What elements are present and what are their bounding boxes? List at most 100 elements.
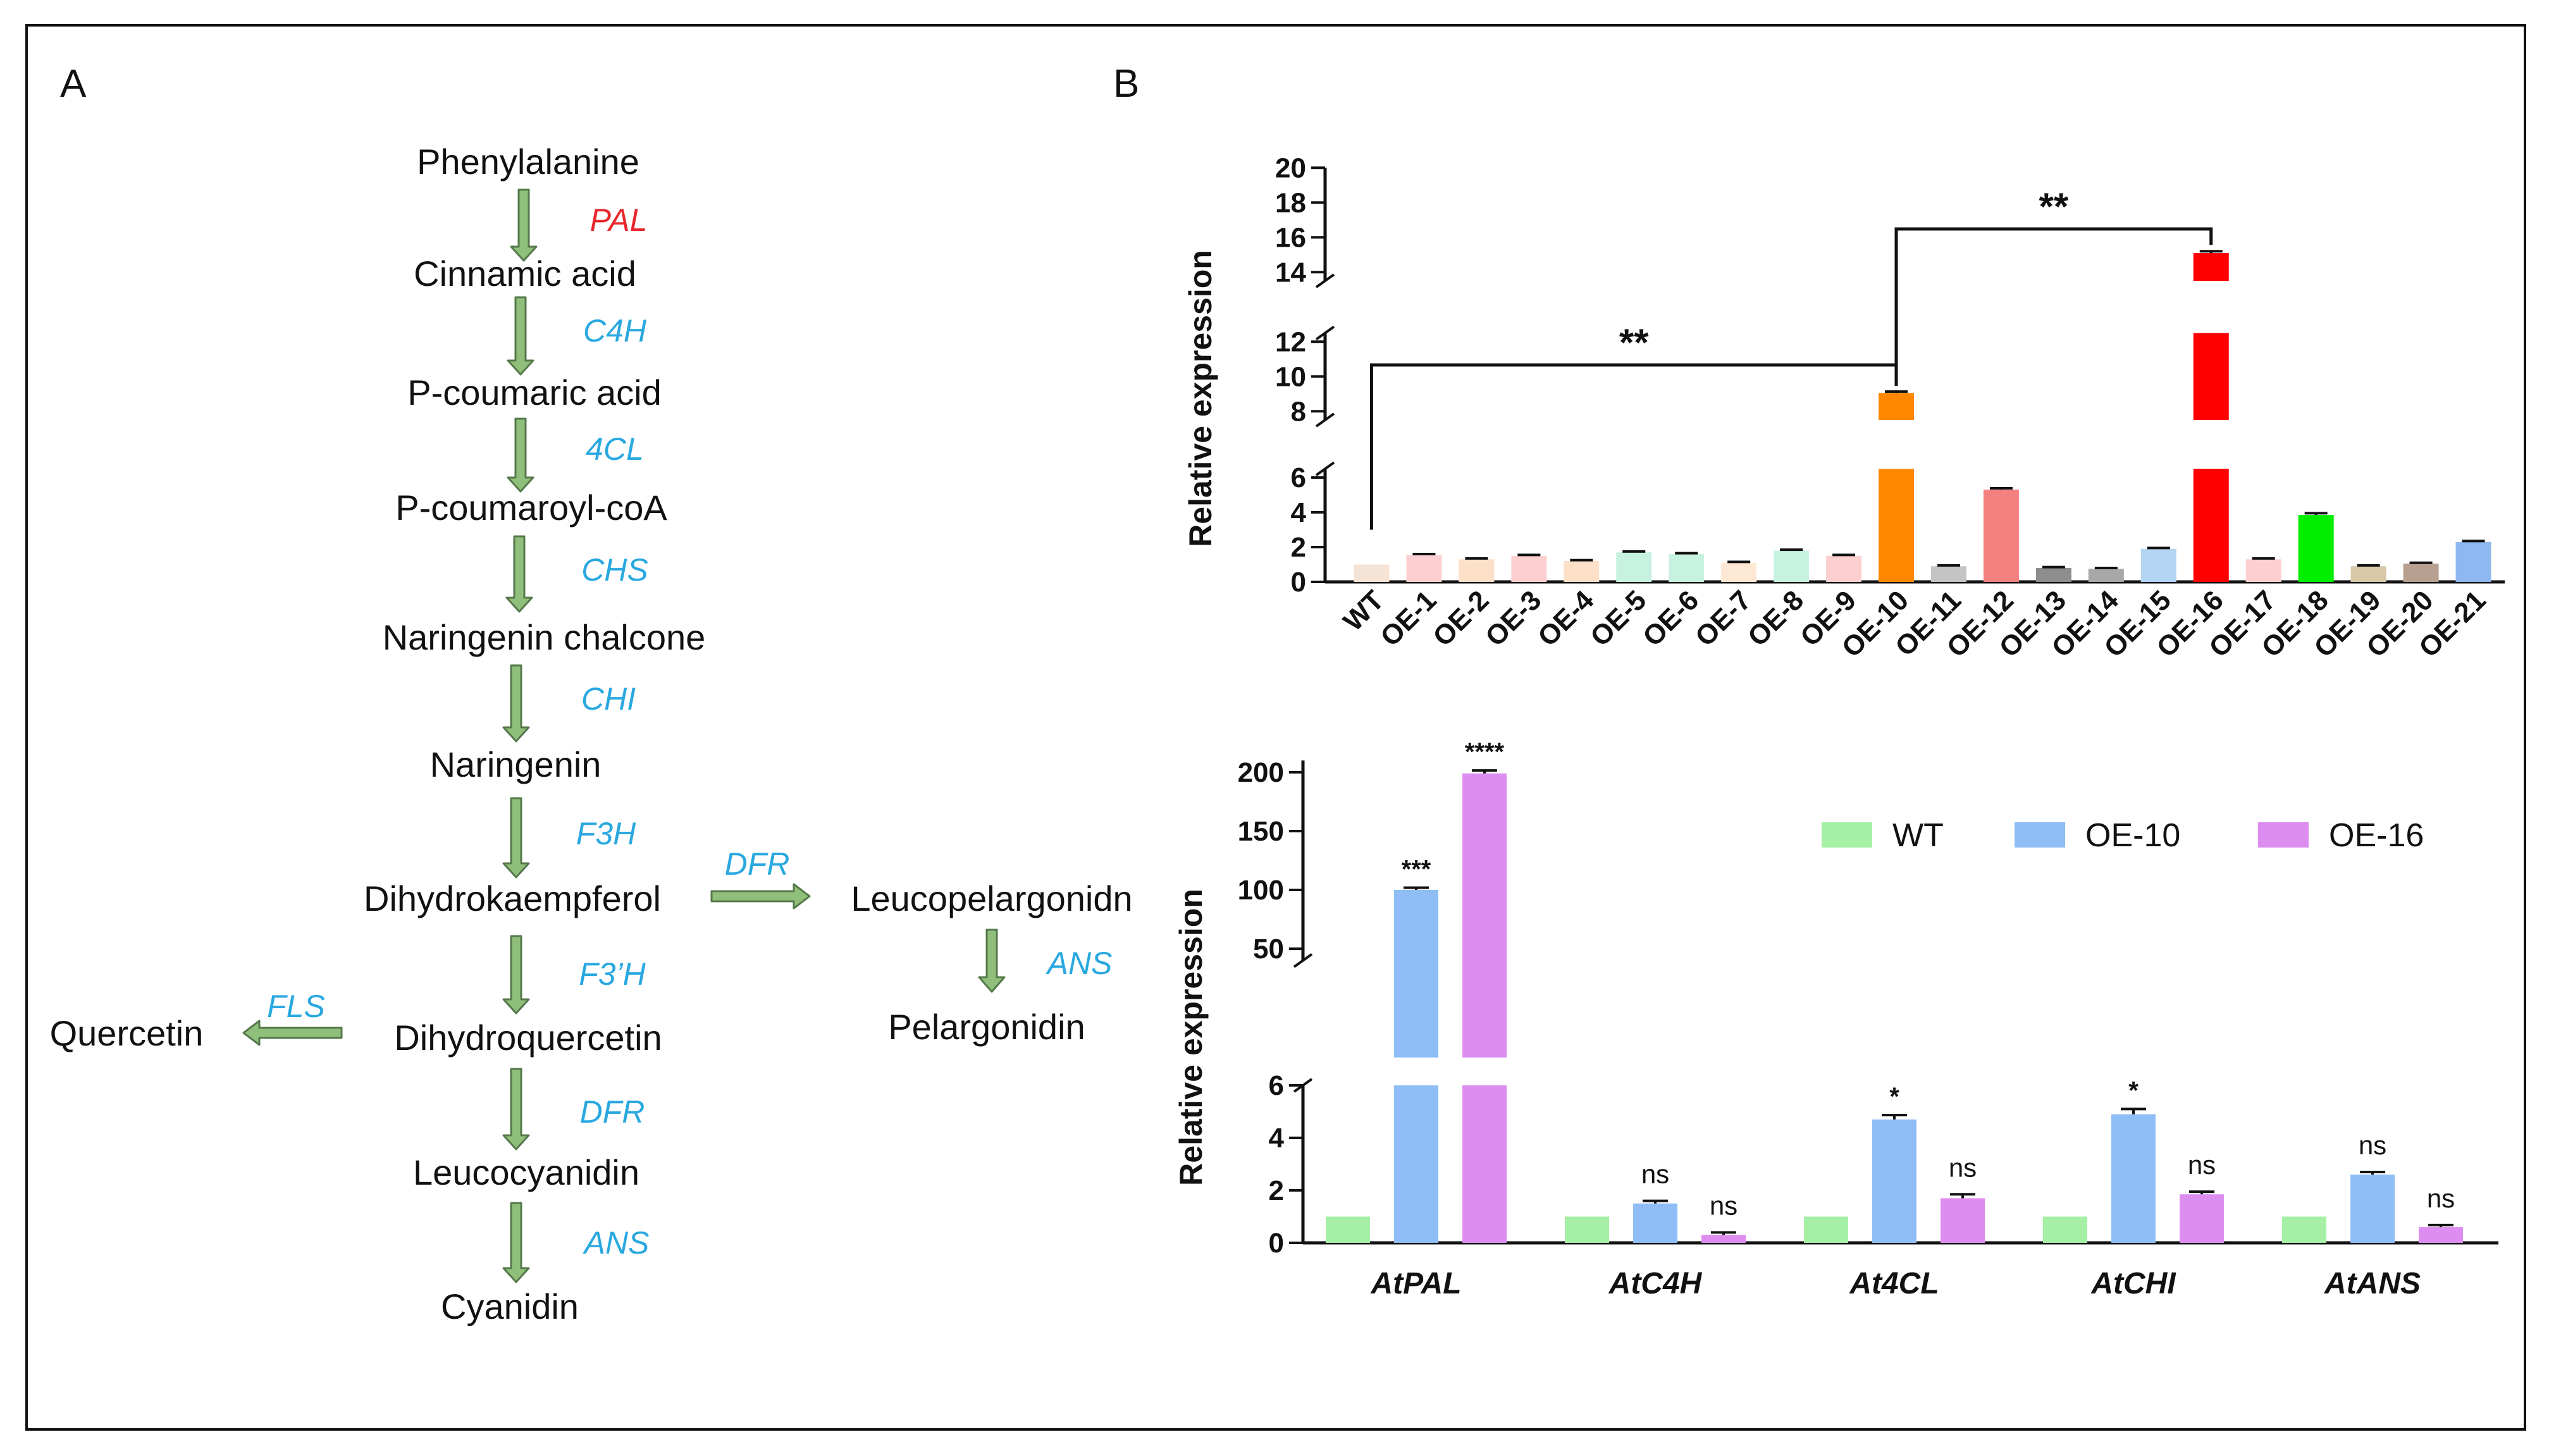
figure-frame xyxy=(25,24,2526,1431)
x-tick-label: AtC4H xyxy=(1608,1267,1703,1300)
bar xyxy=(2245,559,2281,582)
axis-break-mark xyxy=(1293,953,1313,968)
bar xyxy=(1354,564,1390,582)
y-tick-label: 8 xyxy=(1291,396,1306,427)
enzyme-c4h: C4H xyxy=(583,313,647,349)
bar xyxy=(1826,555,1862,582)
y-tick-label: 2 xyxy=(1291,532,1306,563)
compound-dihydroquercetin: Dihydroquercetin xyxy=(394,1018,662,1058)
legend-label: WT xyxy=(1892,817,1944,854)
compound-quercetin: Quercetin xyxy=(50,1013,204,1053)
arrow-down xyxy=(502,1068,530,1151)
legend-label: OE-16 xyxy=(2329,817,2424,854)
bar xyxy=(2088,569,2124,582)
pathway-panel: A Phenylalanine Cinnamic acid P-coumaric… xyxy=(50,62,1133,1326)
significance-label: ns xyxy=(2427,1183,2455,1213)
bar xyxy=(1701,1235,1746,1243)
arrow-down xyxy=(505,535,533,613)
y-tick-label: 100 xyxy=(1238,875,1284,906)
y-tick-label: 6 xyxy=(1291,462,1306,493)
significance-label: *** xyxy=(1402,856,1431,884)
bar xyxy=(1462,773,1507,1243)
y-tick-label: 2 xyxy=(1269,1175,1284,1206)
arrow-down xyxy=(507,296,534,376)
y-tick-label: 16 xyxy=(1275,222,1306,253)
compound-leucopelargonidn: Leucopelargonidn xyxy=(851,879,1132,918)
arrow-down xyxy=(510,188,538,262)
bar xyxy=(1774,550,1810,582)
y-tick-label: 10 xyxy=(1275,361,1306,392)
bar xyxy=(1872,1119,1916,1243)
panel-a-label: A xyxy=(60,62,87,106)
significance-label: ns xyxy=(1710,1190,1737,1220)
compound-phenylalanine: Phenylalanine xyxy=(417,142,639,182)
bar-break-gap xyxy=(1877,420,1916,469)
significance-label: ns xyxy=(2188,1150,2216,1180)
bar xyxy=(2298,515,2334,582)
bar xyxy=(1941,1198,1985,1243)
bar xyxy=(1511,555,1547,582)
bar-break-gap xyxy=(2192,420,2230,469)
legend-swatch xyxy=(2258,822,2309,848)
significance-label: **** xyxy=(1465,738,1505,766)
significance-label: ** xyxy=(2039,185,2069,228)
compound-pelargonidin: Pelargonidin xyxy=(888,1007,1085,1047)
legend-swatch xyxy=(2015,822,2065,848)
significance-label: * xyxy=(1889,1083,1899,1111)
y-tick-label: 12 xyxy=(1275,326,1306,357)
arrow-right xyxy=(710,883,811,910)
y-tick-label: 4 xyxy=(1291,497,1307,528)
y-tick-label: 50 xyxy=(1253,934,1284,965)
bar xyxy=(2111,1114,2156,1243)
bar xyxy=(1564,561,1600,582)
y-tick-label: 20 xyxy=(1275,152,1306,183)
enzyme-dfr-leucocyanidin: DFR xyxy=(580,1094,645,1130)
x-tick-label: AtCHI xyxy=(2090,1267,2176,1300)
compound-leucocyanidin: Leucocyanidin xyxy=(413,1152,639,1192)
bar xyxy=(2455,541,2491,582)
enzyme-fls: FLS xyxy=(267,989,325,1024)
axis-break-mark xyxy=(1315,412,1335,428)
y-tick-label: 18 xyxy=(1275,187,1306,218)
x-tick-label: AtPAL xyxy=(1370,1267,1461,1300)
significance-label: * xyxy=(2128,1077,2139,1104)
arrow-down xyxy=(502,1202,530,1283)
bar xyxy=(2180,1194,2224,1243)
bar xyxy=(1406,555,1442,582)
compound-dihydrokaempferol: Dihydrokaempferol xyxy=(364,879,661,918)
axis-break-mark xyxy=(1315,273,1335,288)
bar xyxy=(2403,564,2439,582)
compound-naringenin: Naringenin xyxy=(430,744,602,784)
enzyme-ans-cyanidin: ANS xyxy=(583,1225,650,1261)
arrow-down xyxy=(502,935,530,1015)
x-tick-label: AtANS xyxy=(2324,1267,2421,1300)
significance-bracket xyxy=(1894,227,2213,386)
significance-label: ns xyxy=(1641,1159,1669,1189)
bar xyxy=(2043,1216,2087,1243)
compound-cyanidin: Cyanidin xyxy=(441,1286,579,1326)
bar xyxy=(1616,552,1652,582)
y-tick-label: 6 xyxy=(1269,1070,1284,1101)
compound-naringenin-chalcone: Naringenin chalcone xyxy=(383,617,706,657)
significance-label: ** xyxy=(1619,321,1649,364)
y-tick-label: 14 xyxy=(1275,257,1306,288)
bar xyxy=(1930,566,1966,582)
bar xyxy=(1633,1203,1677,1243)
bar-break-gap xyxy=(1461,1058,1508,1085)
y-tick-label: 4 xyxy=(1269,1123,1285,1154)
pathway-arrows xyxy=(242,188,1006,1283)
bar xyxy=(1459,559,1495,582)
bar xyxy=(2350,1175,2395,1243)
legend-label: OE-10 xyxy=(2085,817,2180,854)
arrow-left xyxy=(242,1020,343,1046)
enzyme-chi: CHI xyxy=(581,681,636,717)
y-axis-title: Relative expression xyxy=(1173,889,1209,1186)
bar xyxy=(2140,548,2176,582)
bar xyxy=(1326,1216,1370,1243)
compound-p-coumaroyl-coa: P-coumaroyl-coA xyxy=(395,488,667,527)
bar xyxy=(1804,1216,1848,1243)
bar-break-gap xyxy=(2192,281,2230,333)
bar-break-gap xyxy=(1393,1058,1440,1085)
